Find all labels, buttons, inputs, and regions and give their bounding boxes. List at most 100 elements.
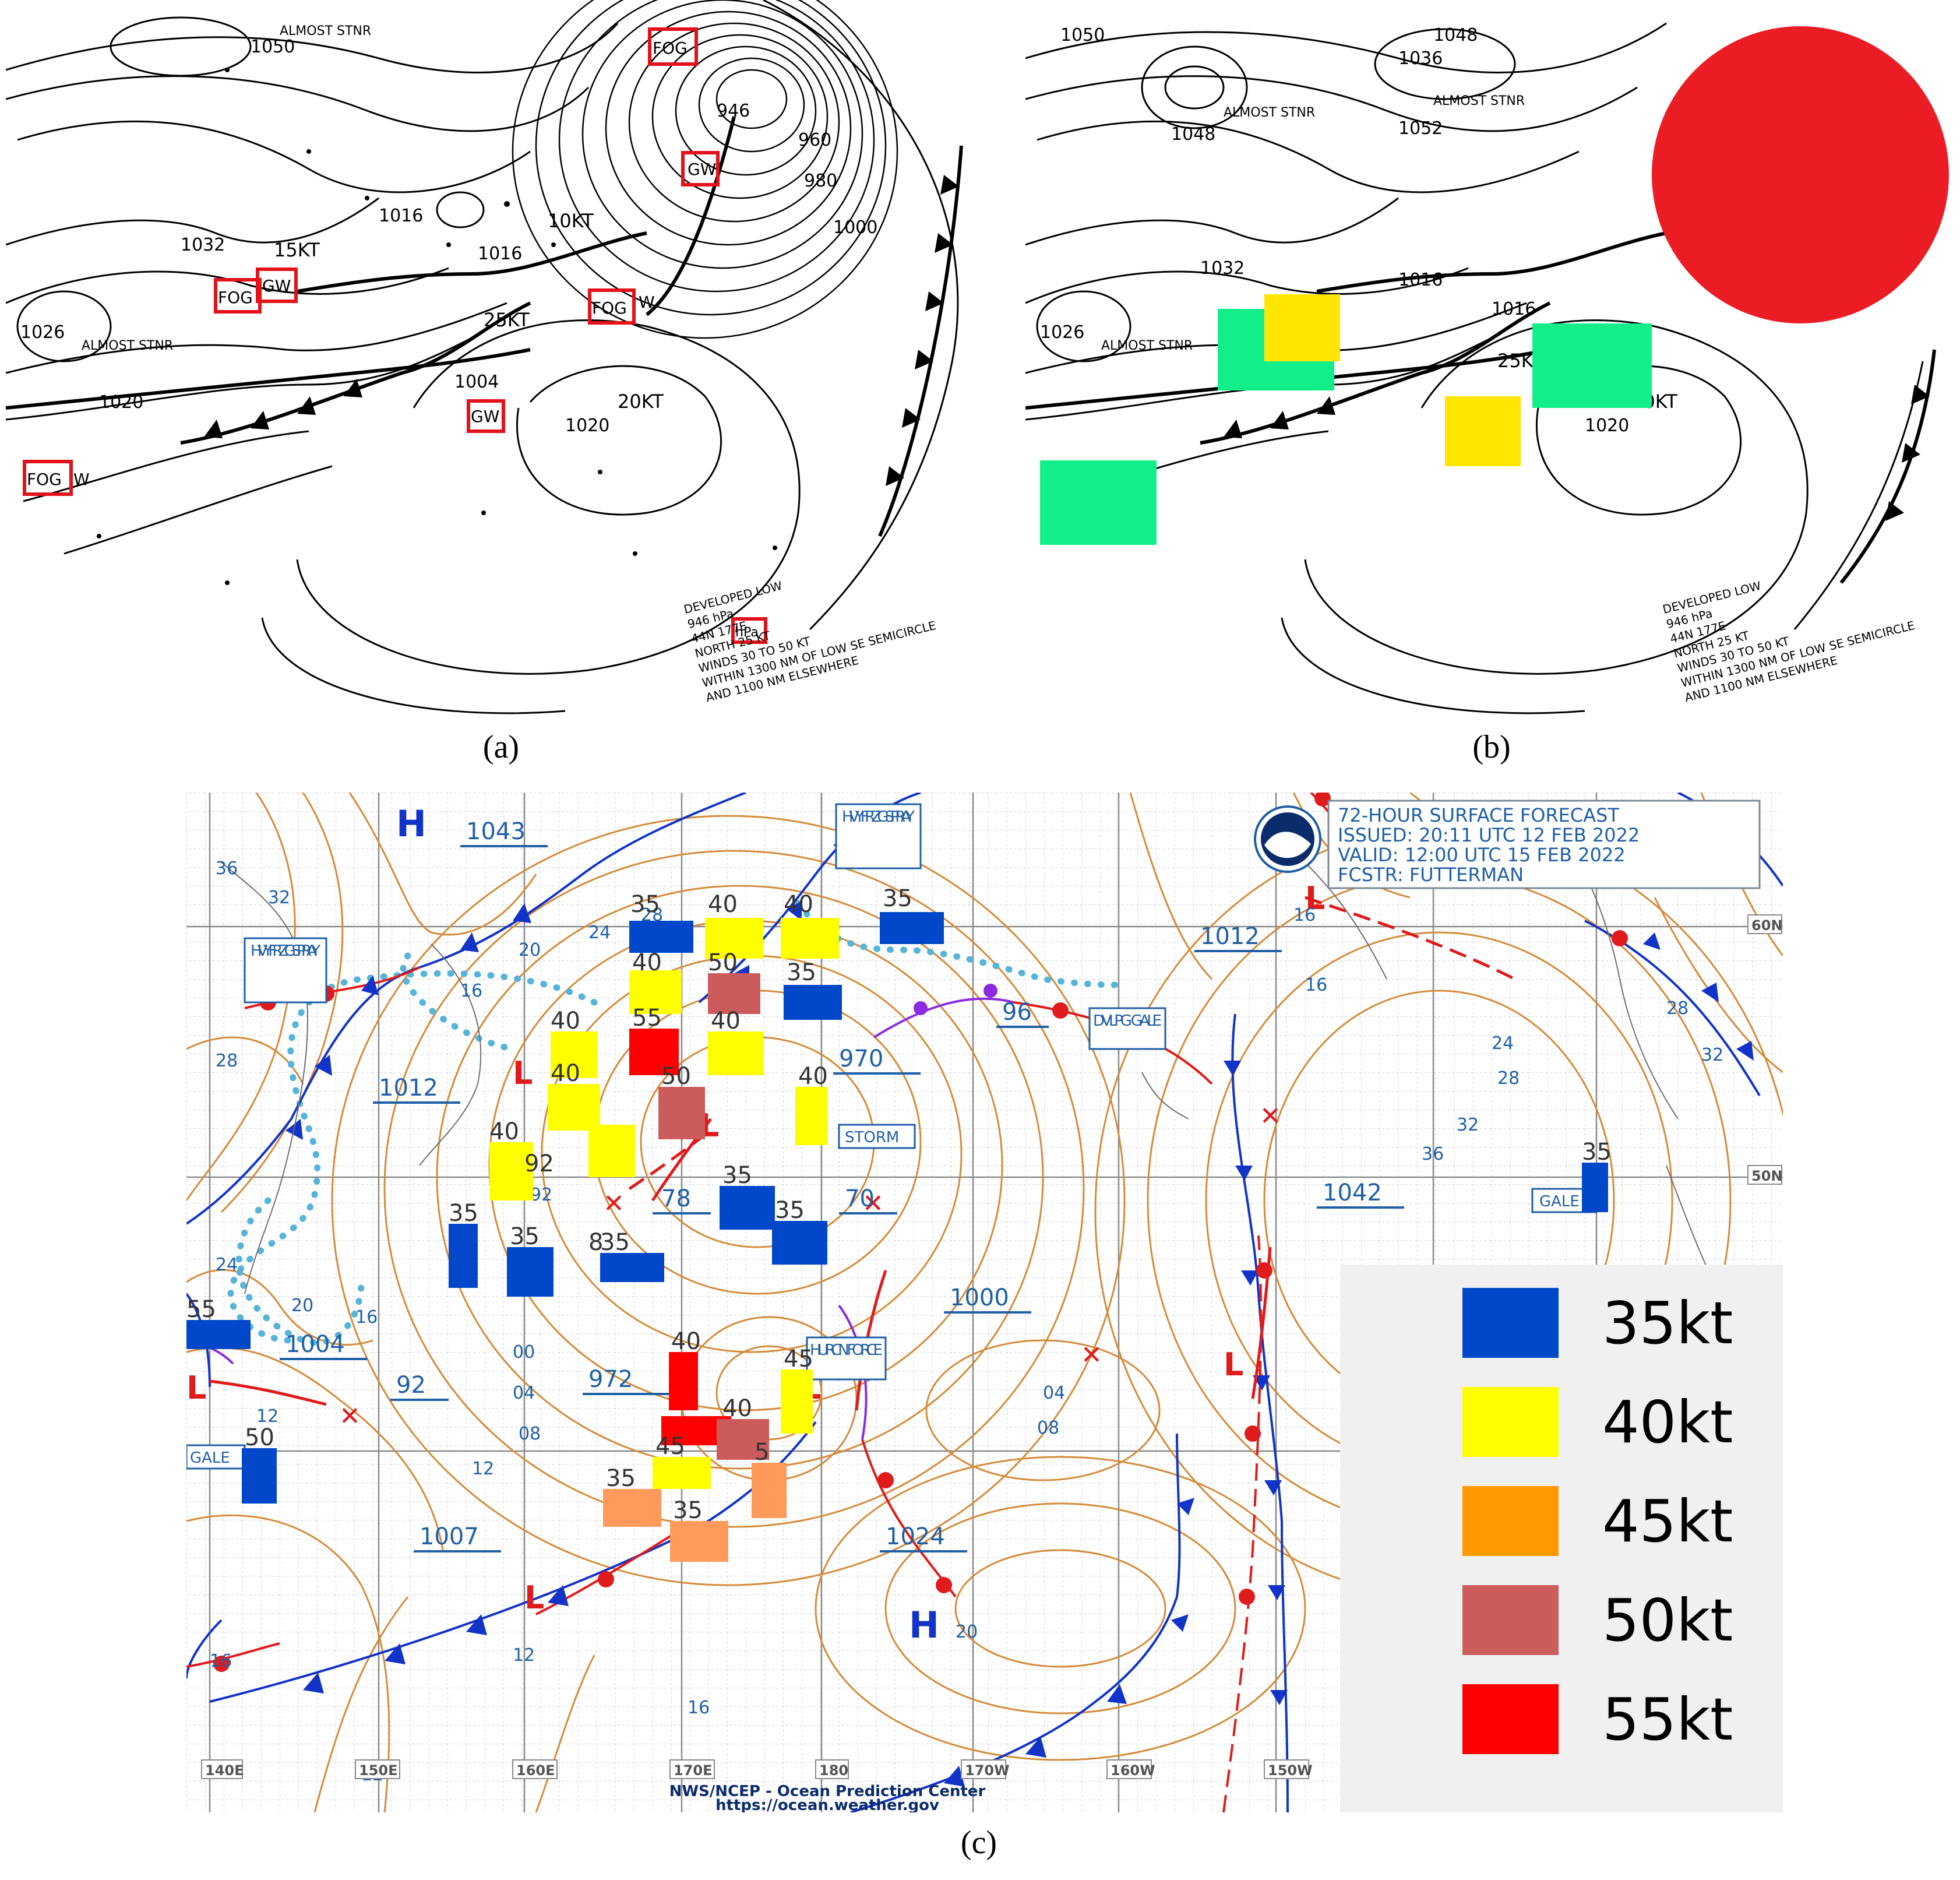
gale-warning-region: [1445, 396, 1521, 466]
credit-line: https://ocean.weather.gov: [715, 1797, 939, 1812]
pressure-center: 1043: [466, 818, 526, 845]
wind-40kt-marker: [548, 1084, 600, 1131]
pressure-center: 96: [1002, 999, 1032, 1026]
warning-text: DVLPG GALE: [1093, 1012, 1162, 1030]
caption-c: (c): [960, 1825, 997, 1861]
wind-45kt-marker: [670, 1521, 728, 1562]
isobar-label: 1036: [1398, 48, 1443, 69]
pressure-center: 1012: [379, 1075, 438, 1101]
wind-45kt-marker: [603, 1489, 661, 1527]
contour-label: 08: [519, 1424, 541, 1444]
contour-label: 12: [472, 1459, 494, 1479]
contour-label: 16: [1293, 905, 1316, 925]
isobar-label: 1026: [20, 322, 65, 343]
contour-label: 12: [256, 1406, 279, 1427]
svg-text:✕: ✕: [1260, 1101, 1281, 1131]
wind-value: 35: [722, 1162, 752, 1189]
contour-label: 20: [956, 1622, 978, 1642]
speed-label: 25KT: [484, 309, 530, 331]
wind-value: 50: [708, 949, 738, 976]
pressure-center: 70: [845, 1185, 875, 1212]
wind-35kt-marker: [880, 912, 944, 944]
contour-label: 36: [1422, 1144, 1444, 1164]
lon-label: 170W: [965, 1762, 1010, 1779]
contour-label: 20: [519, 940, 541, 960]
fog-code: FOG: [653, 38, 688, 58]
motion-label: ALMOST STNR: [1224, 105, 1315, 120]
wind-value: 40: [551, 1060, 580, 1087]
warning-text: HURCN FORCE: [810, 1342, 883, 1359]
wind-value: 50: [245, 1424, 274, 1451]
caption-a: (a): [482, 729, 520, 765]
pressure-center: 1007: [420, 1523, 479, 1550]
isobar-label: 1020: [1585, 416, 1629, 436]
legend-label: 45kt: [1602, 1487, 1733, 1555]
contour-label: 32: [268, 888, 290, 908]
wind-value: 55: [186, 1296, 216, 1323]
wind-value: 92: [524, 1150, 554, 1177]
wind-40kt-marker: [795, 1087, 827, 1145]
gale-warning-region: [1264, 294, 1340, 361]
warning-text: GALE: [1539, 1193, 1580, 1210]
isobar-label: 1048: [1433, 25, 1478, 45]
wind-50kt-marker: [658, 1087, 705, 1139]
legend-swatch-40kt: [1462, 1387, 1559, 1457]
forecast-valid: VALID: 12:00 UTC 15 FEB 2022: [1338, 844, 1626, 866]
contour-label: 12: [513, 1645, 535, 1666]
warning-hurcn-force: [806, 1336, 887, 1381]
gw-marker: [256, 267, 298, 303]
lon-label: 160W: [1111, 1762, 1155, 1779]
wind-35kt-marker: [720, 1186, 775, 1230]
pressure-center: 970: [839, 1045, 883, 1072]
warning-hvy-frzg-spray: [244, 937, 327, 1004]
warning-hvy-frzg-spray: [835, 803, 922, 869]
high-center: H: [909, 1604, 939, 1646]
speed-label: 15KT: [274, 239, 320, 261]
wind-40kt-marker: [705, 918, 763, 959]
wind-35kt-marker: [449, 1224, 478, 1288]
motion-label: ALMOST STNR: [1433, 94, 1525, 108]
wind-value: 8: [588, 1229, 603, 1256]
chart-c: ✕ ✕ ✕ ✕ ✕ L L L L L L L 72-HOUR SURFACE …: [186, 793, 1783, 1812]
forecast-issued: ISSUED: 20:11 UTC 12 FEB 2022: [1338, 824, 1640, 846]
fog-marker: [588, 288, 636, 325]
legend-label: 35kt: [1602, 1289, 1733, 1357]
warning-dvlpg-gale: [1088, 1007, 1166, 1050]
wind-value: 35: [1582, 1139, 1612, 1166]
gw-marker: [467, 399, 505, 433]
wind-value: 35: [600, 1229, 630, 1256]
legend-label: 55kt: [1602, 1685, 1733, 1754]
wind-40kt-marker: [489, 1142, 533, 1200]
credit-line: NWS/NCEP - Ocean Prediction Center: [669, 1783, 986, 1800]
fog-marker: [23, 460, 73, 496]
contour-label: 24: [588, 923, 611, 943]
pressure-center: 92: [396, 1372, 426, 1399]
isobar-label: 1016: [478, 244, 522, 264]
lon-label: 150E: [359, 1762, 398, 1779]
contour-label: 16: [688, 1698, 710, 1718]
hpa-code: hPa: [735, 625, 759, 640]
wind-40kt-marker: [551, 1031, 597, 1078]
legend-label: 50kt: [1602, 1586, 1733, 1654]
speed-label: 20KT: [618, 390, 664, 413]
wind-35kt-marker: [242, 1448, 277, 1504]
isobar-label: 1004: [454, 372, 499, 392]
wind-45kt-marker: [752, 1463, 787, 1518]
contour-label: 16: [355, 1307, 378, 1328]
wind-40kt-marker: [588, 1125, 635, 1177]
storm-warning-region: [1652, 26, 1949, 323]
lon-label: 160E: [516, 1762, 555, 1779]
contour-label: 92: [530, 1185, 552, 1205]
pressure-center: 972: [588, 1366, 633, 1393]
wind-40kt-marker: [653, 1457, 711, 1489]
contour-label: 28: [1666, 998, 1688, 1019]
contour-label: 32: [1701, 1045, 1723, 1065]
contour-label: 16: [460, 981, 482, 1001]
isobar-label: 1032: [181, 235, 225, 255]
hpa-marker: [731, 617, 767, 644]
wind-value: 35: [449, 1200, 478, 1227]
forecaster: FCSTR: FUTTERMAN: [1338, 864, 1524, 886]
warning-text: HVY FRZG SPRAY: [251, 942, 320, 960]
note-line: DEVELOPED LOW: [682, 579, 784, 617]
pressure-center: 78: [661, 1185, 691, 1212]
